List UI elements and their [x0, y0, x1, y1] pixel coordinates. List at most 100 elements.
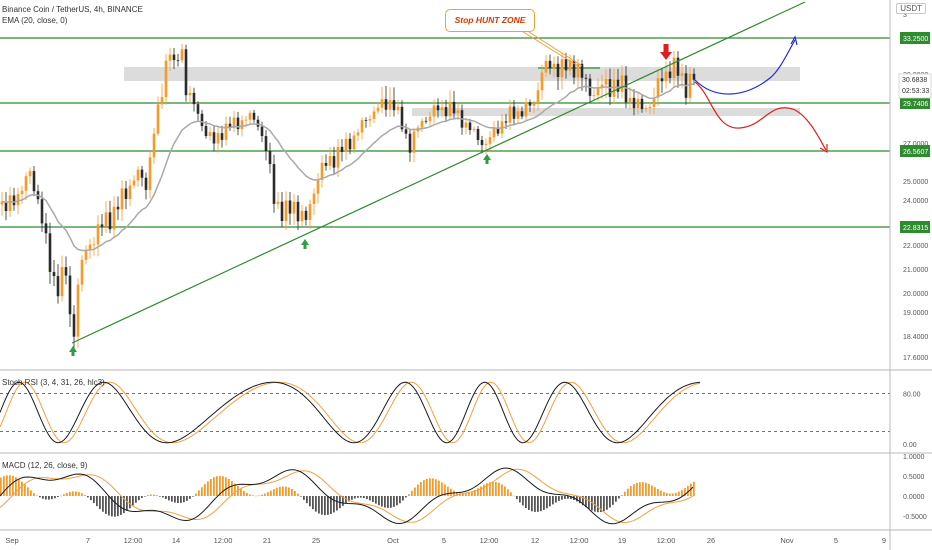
candle-body	[640, 98, 644, 110]
candle-body	[408, 133, 412, 153]
time-tick-label: Oct	[387, 536, 400, 545]
macd-line	[0, 467, 694, 525]
macd-histogram-bar	[120, 496, 122, 515]
macd-histogram-bar	[327, 496, 329, 515]
candle-body	[32, 171, 36, 192]
candle-body	[40, 199, 44, 224]
macd-histogram-bar	[24, 484, 26, 496]
macd-histogram-bar	[354, 496, 356, 499]
macd-histogram-bar	[333, 496, 335, 513]
price-tick-label: 17.6000	[903, 355, 928, 362]
macd-histogram-bar	[600, 496, 602, 513]
macd-histogram-bar	[81, 493, 83, 496]
projection-layer	[694, 35, 828, 154]
candle-body	[188, 92, 192, 96]
macd-histogram-bar	[279, 486, 281, 496]
bearish-projection	[694, 81, 827, 151]
time-tick-label: Nov	[780, 536, 794, 545]
macd-histogram-bar	[225, 477, 227, 496]
level-price-text: 22.8315	[903, 225, 928, 232]
macd-histogram-bar	[516, 496, 518, 500]
candle-body	[476, 128, 480, 141]
macd-histogram-bar	[231, 481, 233, 496]
candle-body	[340, 146, 344, 152]
candle-body	[300, 210, 304, 222]
macd-histogram-bar	[258, 495, 260, 497]
candle-body	[572, 60, 576, 78]
macd-histogram-bar	[237, 486, 239, 496]
macd-histogram-bar	[597, 496, 599, 513]
candle-body	[420, 120, 424, 128]
time-tick-label: 12	[531, 536, 539, 545]
macd-histogram-bar	[261, 494, 263, 496]
macd-histogram-bar	[255, 495, 257, 497]
candle-body	[240, 120, 244, 130]
candle-body	[436, 105, 440, 111]
candle-body	[160, 97, 164, 105]
macd-histogram-bar	[615, 496, 617, 502]
macd-histogram-bar	[555, 496, 557, 503]
current-price-tag	[898, 73, 932, 99]
candle-body	[124, 188, 128, 200]
macd-histogram-bar	[360, 496, 362, 498]
macd-histogram-bar	[474, 490, 476, 496]
macd-histogram-bar	[153, 494, 155, 496]
macd-histogram-bar	[114, 496, 116, 517]
macd-histogram-bar	[105, 496, 107, 514]
candle-body	[128, 185, 132, 200]
macd-histogram-bar	[12, 475, 14, 496]
macd-histogram-bar	[147, 495, 149, 496]
macd-tick-label: 0.5000	[903, 474, 925, 481]
candle-body	[384, 99, 388, 110]
macd-histogram-bar	[216, 476, 218, 496]
candle-body	[4, 201, 8, 212]
stoch-tick-label: 0.00	[903, 442, 917, 449]
candle-body	[668, 71, 672, 79]
macd-histogram-bar	[210, 479, 212, 496]
candle-body	[328, 156, 332, 166]
macd-histogram-bar	[291, 488, 293, 496]
macd-histogram-bar	[687, 485, 689, 496]
stop-hunt-callout: Stop HUNT ZONE	[445, 9, 535, 32]
candle-body	[80, 259, 84, 285]
macd-histogram-bar	[627, 488, 629, 496]
macd-histogram-bar	[552, 496, 554, 505]
macd-histogram-bar	[3, 476, 5, 496]
macd-histogram-bar	[357, 496, 359, 498]
macd-histogram-bar	[642, 482, 644, 496]
currency-badge[interactable]: USDT	[896, 3, 926, 14]
candle-body	[180, 49, 184, 61]
candle-body	[464, 122, 468, 128]
macd-histogram-bar	[318, 496, 320, 514]
candle-body	[100, 224, 104, 227]
candle-body	[216, 133, 220, 144]
macd-histogram-bar	[276, 487, 278, 496]
candle-body	[652, 97, 656, 107]
candle-body	[680, 73, 684, 76]
price-tick-label: 3	[903, 12, 907, 19]
candles-layer	[0, 43, 696, 350]
macd-histogram-bar	[438, 480, 440, 496]
macd-histogram-bar	[84, 495, 86, 496]
macd-histogram-bar	[123, 496, 125, 514]
candle-body	[544, 60, 548, 73]
candle-body	[380, 99, 384, 108]
candle-body	[520, 111, 524, 117]
time-tick-label: 5	[442, 536, 446, 545]
macd-histogram-bar	[162, 496, 164, 498]
time-tick-label: 9	[882, 536, 886, 545]
candle-body	[348, 138, 352, 150]
level-price-text: 33.2500	[903, 36, 928, 43]
macd-histogram-bar	[585, 496, 587, 508]
macd-histogram-bar	[342, 496, 344, 506]
macd-histogram-bar	[270, 490, 272, 496]
macd-histogram-bar	[603, 496, 605, 512]
candle-body	[16, 194, 20, 206]
candle-body	[676, 57, 680, 76]
level-price-text: 26.5607	[903, 149, 928, 156]
macd-histogram-bar	[93, 496, 95, 504]
macd-histogram-bar	[528, 496, 530, 510]
macd-histogram-bar	[39, 496, 41, 498]
